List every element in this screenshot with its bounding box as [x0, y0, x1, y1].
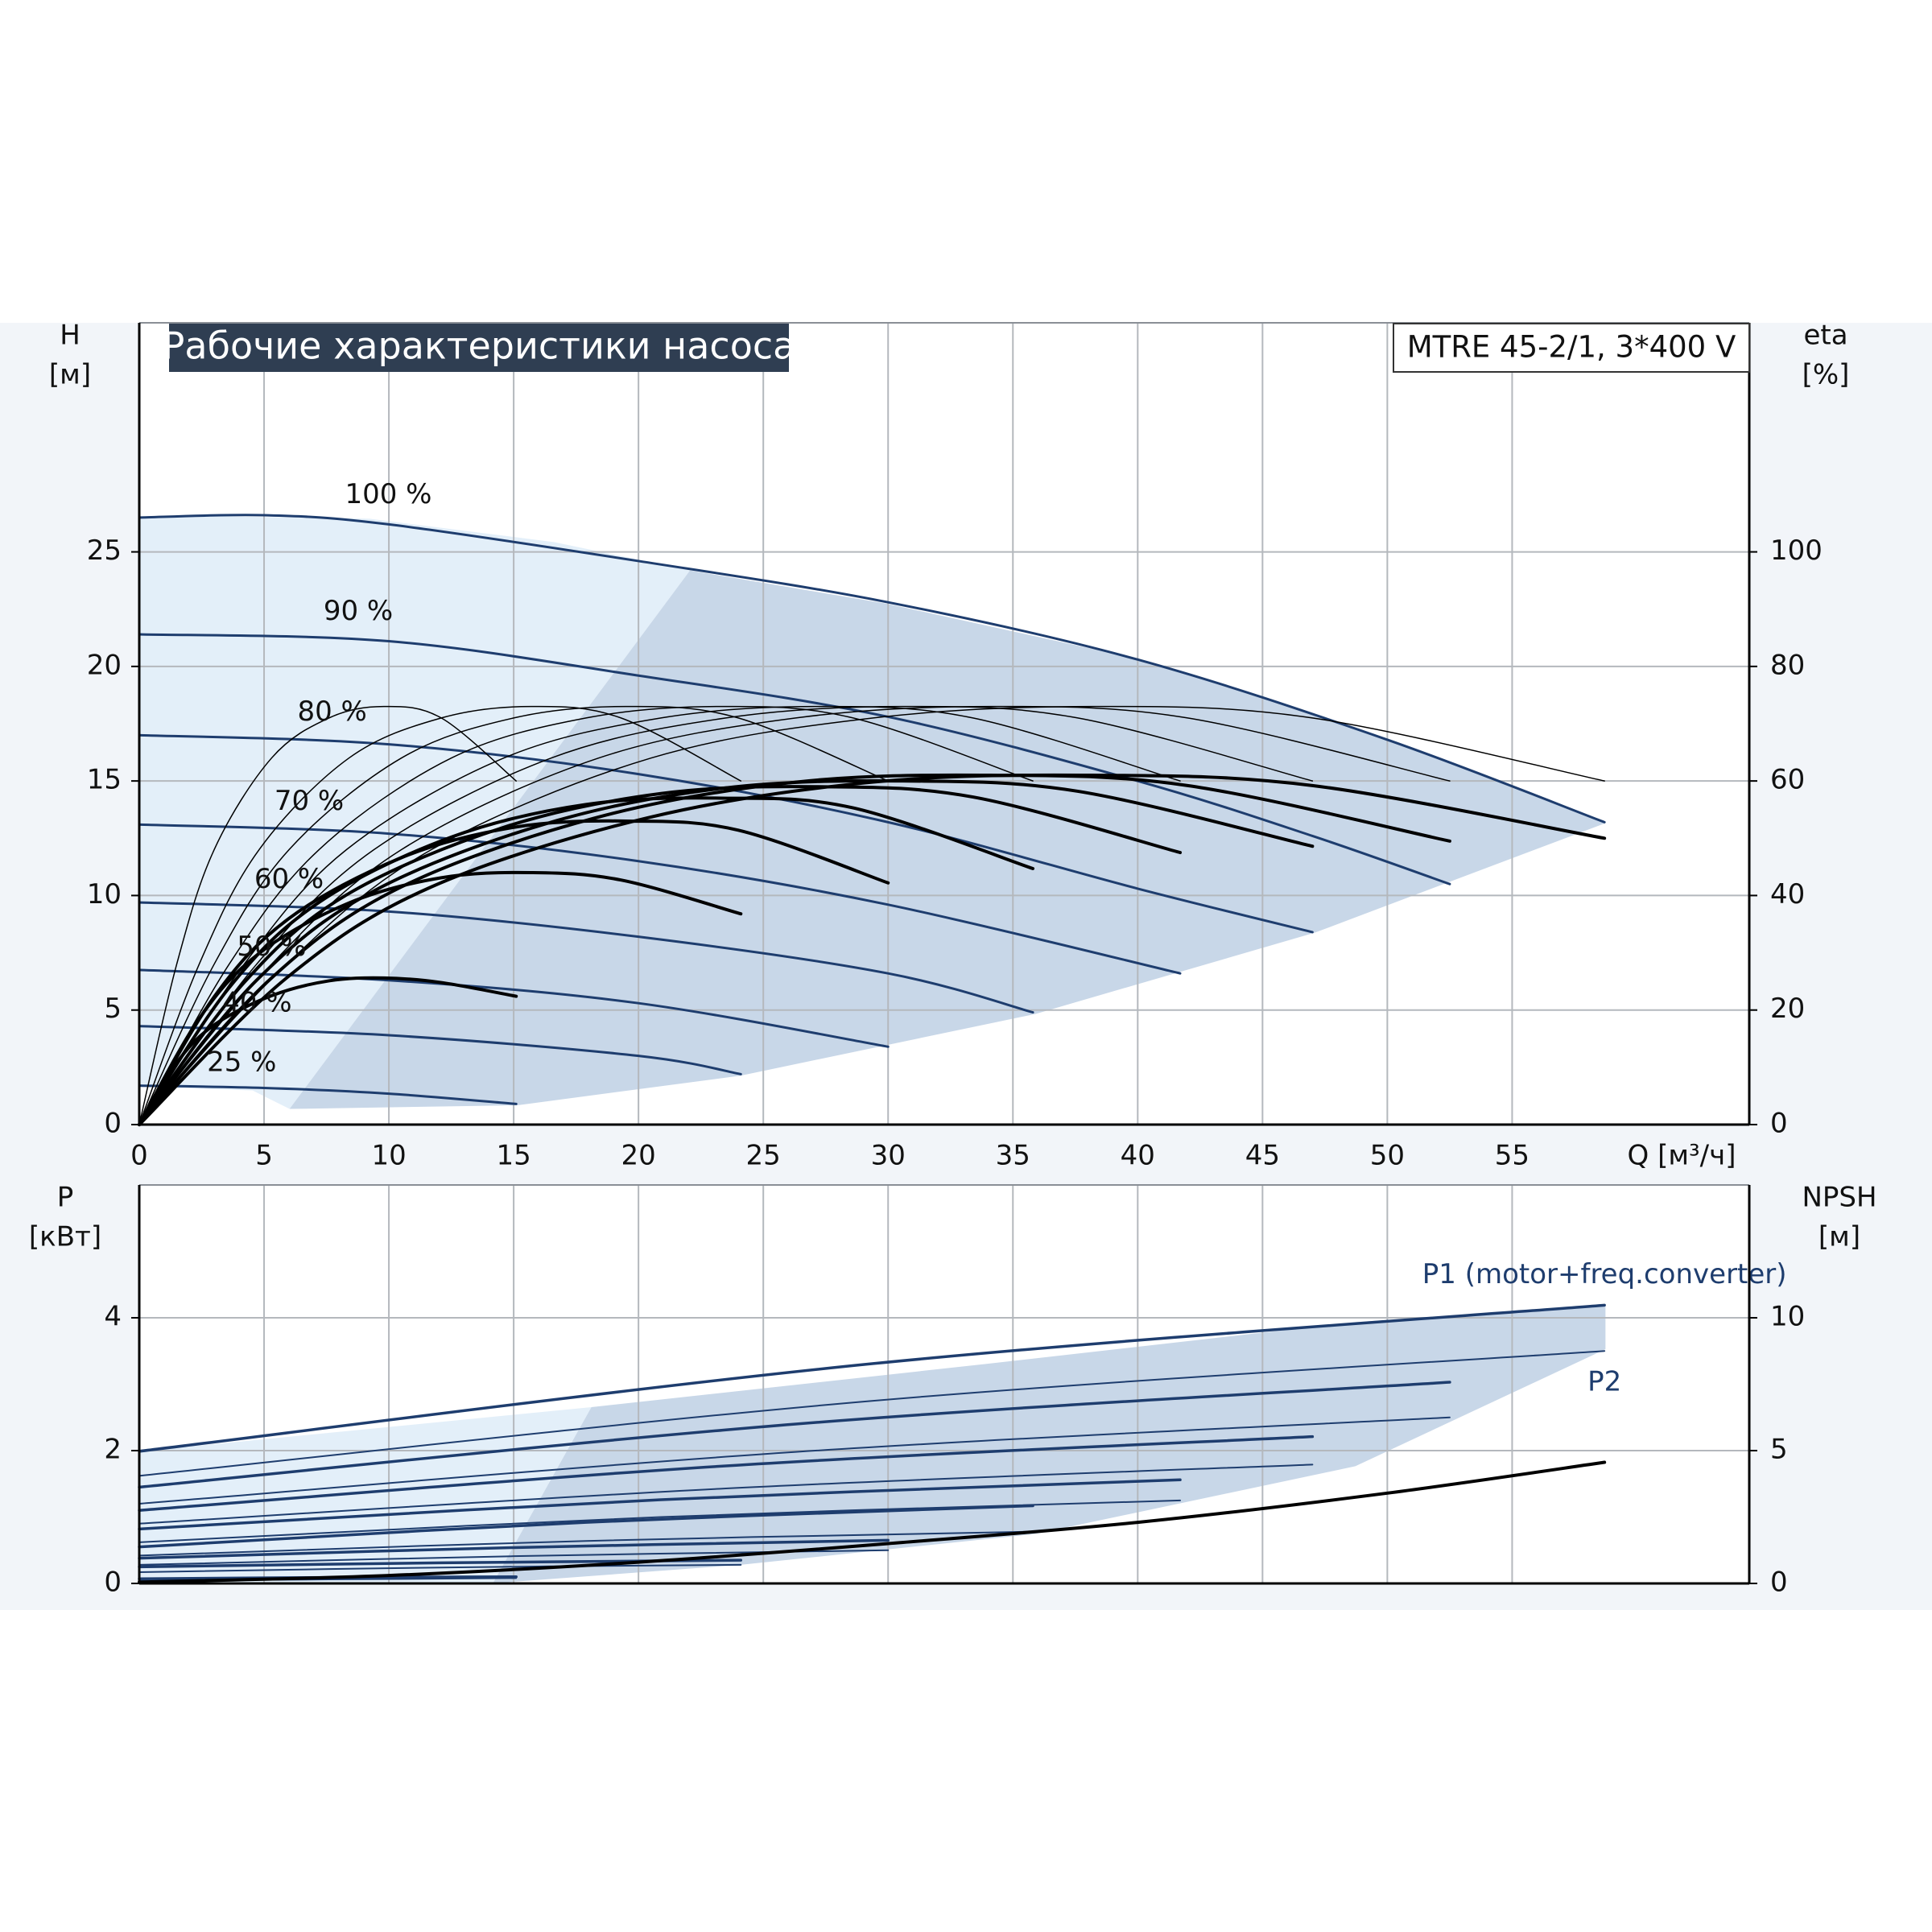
- model-box: [1393, 323, 1750, 373]
- x-tick-label: 20: [621, 1140, 656, 1172]
- curve: [138, 705, 1314, 1125]
- y-axis-title: P: [57, 1182, 74, 1214]
- y2-axis-title: eta: [1803, 320, 1847, 352]
- y2-tick-label: 10: [1770, 1301, 1805, 1333]
- y-tick-label: 4: [104, 1301, 122, 1333]
- y2-tick-label: 40: [1770, 878, 1805, 910]
- curve: [138, 773, 1451, 1126]
- curve: [138, 1478, 1182, 1531]
- curve: [138, 773, 1607, 1126]
- y-tick-label: 15: [87, 764, 122, 796]
- y-axis-title: H: [60, 320, 80, 352]
- y-tick-label: 10: [87, 878, 122, 910]
- operating-area: [289, 570, 1606, 1109]
- x-tick-label: 30: [871, 1140, 906, 1172]
- x-tick-label: 25: [746, 1140, 781, 1172]
- speed-label: 70 %: [275, 785, 344, 817]
- x-tick-label: 10: [371, 1140, 406, 1172]
- x-tick-label: 15: [496, 1140, 530, 1172]
- speed-label: 90 %: [324, 595, 393, 627]
- y-tick-label: 20: [87, 649, 122, 681]
- curve: [138, 1463, 1314, 1525]
- x-axis-title: Q [м³/ч]: [1628, 1140, 1736, 1172]
- y2-axis-title: NPSH: [1802, 1182, 1876, 1214]
- curve: [138, 705, 742, 1125]
- y-tick-label: 0: [104, 1567, 122, 1599]
- x-tick-label: 55: [1495, 1140, 1530, 1172]
- y-tick-label: 25: [87, 535, 122, 567]
- x-tick-label: 35: [996, 1140, 1030, 1172]
- speed-label: 25 %: [207, 1046, 276, 1079]
- curve: [138, 796, 1035, 1126]
- curve: [138, 1084, 518, 1105]
- x-tick-label: 50: [1370, 1140, 1405, 1172]
- y2-axis-unit: [%]: [1802, 359, 1850, 391]
- curve: [138, 705, 1034, 1125]
- speed-label: 80 %: [297, 696, 366, 728]
- speed-label: 40 %: [222, 987, 291, 1019]
- curve: [138, 901, 1034, 1014]
- curve: [138, 514, 1606, 824]
- title-box: [169, 324, 789, 372]
- y-axis-unit: [м]: [49, 359, 91, 391]
- curve: [138, 705, 889, 1125]
- curve: [138, 1538, 890, 1560]
- y2-tick-label: 0: [1770, 1567, 1788, 1599]
- curve: [138, 705, 1451, 1125]
- y2-tick-label: 80: [1770, 649, 1805, 681]
- curve: [138, 1504, 1034, 1549]
- y2-axis-unit: [м]: [1818, 1221, 1860, 1253]
- curve: [138, 705, 1181, 1125]
- y2-tick-label: 60: [1770, 764, 1805, 796]
- curve: [138, 1563, 742, 1573]
- speed-label: 60 %: [254, 863, 324, 895]
- curve: [138, 823, 1182, 975]
- curve: [138, 733, 1314, 934]
- curve: [138, 1499, 1182, 1543]
- y2-tick-label: 5: [1770, 1434, 1788, 1466]
- chart-title: Рабочие характеристики насоса: [163, 324, 796, 368]
- y2-tick-label: 20: [1770, 993, 1805, 1025]
- curve: [138, 1435, 1315, 1512]
- y2-tick-label: 0: [1770, 1108, 1788, 1140]
- curve: [138, 1350, 1606, 1477]
- curve: [138, 1416, 1451, 1505]
- power-label: P2: [1587, 1366, 1621, 1398]
- curve: [138, 1530, 1034, 1557]
- curve: [138, 1381, 1451, 1489]
- y2-tick-label: 100: [1770, 535, 1823, 567]
- curve: [138, 1303, 1606, 1453]
- speed-label: 50 %: [237, 931, 306, 963]
- power-label: P1 (motor+freq.converter): [1422, 1258, 1787, 1290]
- x-tick-label: 0: [130, 1140, 148, 1172]
- model-label: MTRE 45-2/1, 3*400 V: [1407, 330, 1736, 365]
- x-tick-label: 5: [255, 1140, 273, 1172]
- curve: [138, 870, 743, 1126]
- curve: [138, 705, 517, 1125]
- speed-label: 100 %: [345, 478, 431, 510]
- y-axis-unit: [кВт]: [29, 1221, 101, 1253]
- x-tick-label: 45: [1245, 1140, 1280, 1172]
- x-tick-label: 40: [1121, 1140, 1155, 1172]
- curve: [138, 1460, 1607, 1584]
- curve: [138, 976, 518, 1126]
- y-tick-label: 5: [104, 993, 122, 1025]
- y-tick-label: 2: [104, 1434, 122, 1466]
- curve: [138, 705, 1605, 1125]
- y-tick-label: 0: [104, 1108, 122, 1140]
